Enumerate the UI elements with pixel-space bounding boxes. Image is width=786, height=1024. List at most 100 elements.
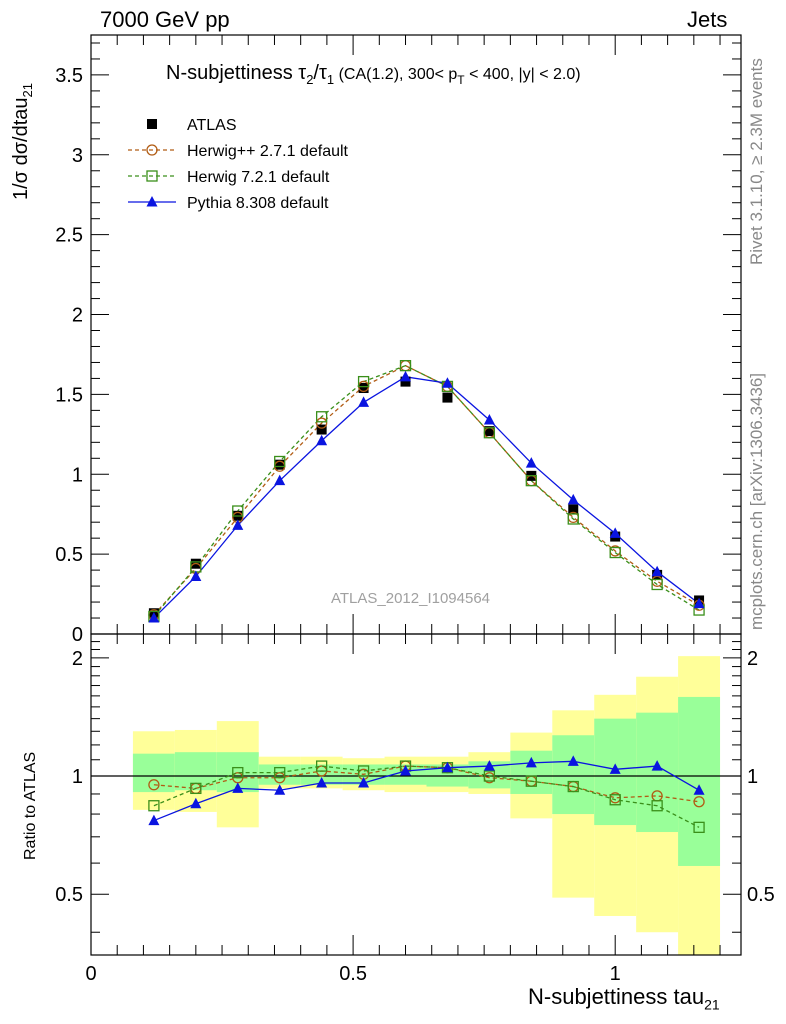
ratio-point bbox=[693, 821, 705, 833]
main-point bbox=[399, 359, 412, 372]
main-ytick-label: 3.5 bbox=[55, 65, 83, 87]
main-point bbox=[693, 597, 705, 609]
main-point bbox=[357, 375, 370, 388]
legend-label: Herwig++ 2.7.1 default bbox=[187, 143, 349, 160]
title-subT: T bbox=[457, 73, 465, 87]
main-series-line bbox=[153, 364, 700, 616]
ratio-point bbox=[316, 776, 328, 788]
ratio-point bbox=[567, 780, 579, 793]
main-point bbox=[567, 493, 579, 505]
main-point bbox=[651, 565, 663, 577]
rivet-version-text: Rivet 3.1.10, ≥ 2.3M events bbox=[747, 58, 766, 265]
xtick-label: 0.5 bbox=[339, 963, 367, 985]
main-point bbox=[274, 455, 286, 468]
main-point bbox=[315, 417, 328, 429]
main-point bbox=[442, 392, 453, 403]
xlabel-sub: 21 bbox=[704, 996, 720, 1013]
ratio-point bbox=[148, 779, 160, 791]
chart-title: N-subjettiness τ2/τ1 (CA(1.2), 300< pT <… bbox=[166, 62, 581, 87]
main-point bbox=[232, 519, 244, 530]
ratio-band-inner bbox=[636, 712, 679, 833]
title-tau-b: τ bbox=[318, 62, 327, 84]
main-point bbox=[358, 383, 369, 394]
ratio-point bbox=[483, 770, 496, 782]
ratio-point bbox=[358, 776, 370, 788]
ratio-ytick-label-right: 1 bbox=[747, 766, 758, 788]
ratio-point bbox=[693, 784, 705, 795]
ratio-series-line bbox=[153, 760, 700, 822]
ratio-point bbox=[190, 782, 202, 795]
ratio-point bbox=[400, 764, 412, 776]
ratio-point bbox=[525, 775, 537, 787]
main-point bbox=[358, 396, 370, 407]
main-point bbox=[525, 457, 537, 468]
title-sub1: 1 bbox=[326, 72, 335, 87]
main-plot: 0 0.5 1 1.5 2 2.5 3 3.5 ATLAS Herwig++ 2.7.1 defa… bbox=[55, 34, 742, 646]
main-point bbox=[232, 505, 244, 517]
main-point bbox=[190, 570, 202, 581]
ratio-plot: 0 0.5 1 0.5 0.5 1 1 2 2 bbox=[55, 633, 775, 985]
main-series-line bbox=[153, 376, 700, 619]
main-point bbox=[568, 504, 579, 515]
main-ytick-label: 2 bbox=[72, 305, 83, 327]
xtick-label: 1 bbox=[610, 963, 621, 985]
main-point bbox=[148, 612, 160, 623]
main-ylabel: 1/σ dσ/dtau21 bbox=[10, 83, 35, 200]
title-slash: / bbox=[313, 62, 319, 84]
main-ytick-label: 1 bbox=[72, 464, 83, 486]
legend-label: Pythia 8.308 default bbox=[187, 195, 329, 212]
main-point bbox=[651, 578, 663, 591]
ratio-point bbox=[148, 814, 160, 826]
ratio-point bbox=[609, 794, 621, 806]
main-point bbox=[315, 411, 328, 423]
title-rest: (CA(1.2), 300< p bbox=[334, 66, 458, 83]
main-point bbox=[609, 546, 621, 559]
ratio-point bbox=[357, 765, 370, 777]
ratio-point bbox=[232, 782, 244, 793]
main-point bbox=[567, 513, 579, 525]
main-point bbox=[525, 475, 537, 487]
main-point bbox=[609, 527, 621, 538]
ratio-ytick-label-left: 0.5 bbox=[55, 884, 83, 906]
ratio-point bbox=[148, 800, 160, 812]
title-sub2: 2 bbox=[306, 72, 314, 87]
ratio-point bbox=[525, 756, 537, 768]
legend-label: Herwig 7.2.1 default bbox=[187, 169, 330, 186]
ratio-point bbox=[441, 761, 453, 773]
ratio-point bbox=[315, 760, 328, 772]
legend-marker bbox=[147, 119, 157, 129]
ratio-point bbox=[274, 784, 286, 795]
ratio-ytick-label-left: 2 bbox=[72, 648, 83, 670]
title-main: N-subjettiness bbox=[166, 62, 299, 84]
ratio-frame bbox=[90, 633, 742, 956]
legend-marker bbox=[146, 170, 158, 182]
main-ytick-label: 0.5 bbox=[55, 544, 83, 566]
main-ytick-label: 1.5 bbox=[55, 384, 83, 406]
ratio-point bbox=[609, 763, 621, 774]
ratio-ytick-label-right: 0.5 bbox=[747, 884, 775, 906]
xtick-label: 0 bbox=[85, 963, 96, 985]
main-point bbox=[483, 427, 496, 439]
ratio-ylabel: Ratio to ATLAS bbox=[22, 751, 39, 860]
main-point bbox=[483, 413, 495, 425]
main-point bbox=[400, 376, 411, 387]
ratio-point bbox=[693, 796, 705, 808]
ratio-point bbox=[232, 766, 244, 779]
main-point bbox=[316, 424, 327, 435]
ratio-series-line bbox=[153, 765, 700, 828]
ratio-ytick-label-right: 2 bbox=[747, 648, 758, 670]
ratio-band-inner bbox=[258, 764, 301, 785]
main-ytick-label: 3 bbox=[72, 145, 83, 167]
ratio-band-inner bbox=[552, 735, 595, 815]
ratio-point bbox=[190, 797, 202, 809]
ratio-point bbox=[567, 755, 579, 766]
ylabel-main: 1/σ dσ/dtau bbox=[10, 97, 32, 200]
main-ytick-label: 0 bbox=[72, 624, 83, 646]
mcplots-text: mcplots.cern.ch [arXiv:1306.3436] bbox=[747, 372, 766, 630]
main-point bbox=[441, 377, 453, 388]
ratio-ytick-label-left: 1 bbox=[72, 766, 83, 788]
title-tau: τ bbox=[298, 62, 307, 84]
xlabel-main: N-subjettiness tau bbox=[528, 984, 705, 1009]
legend-marker bbox=[146, 196, 158, 207]
